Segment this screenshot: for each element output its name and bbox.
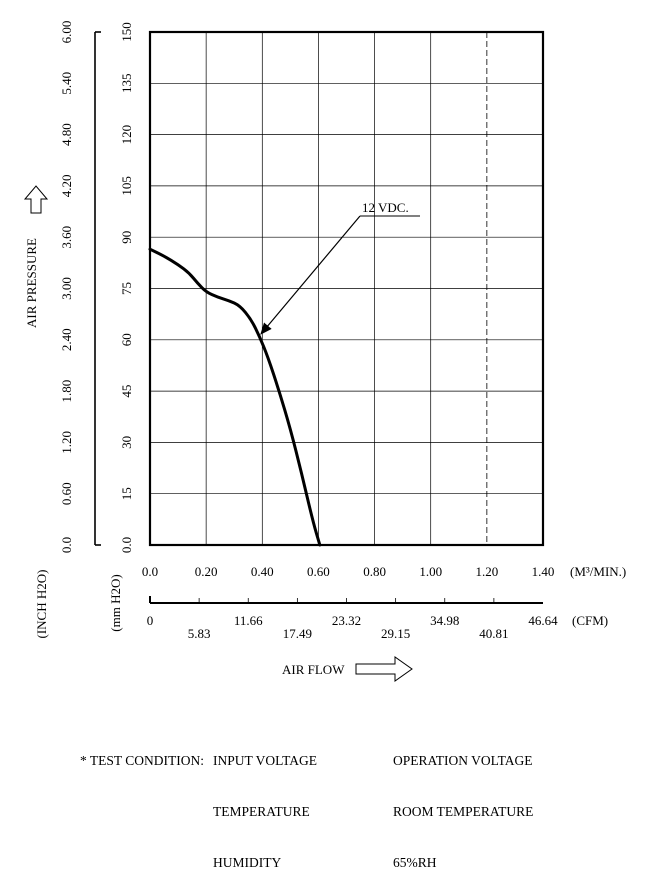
x-tick-label-cfm: 29.15	[381, 626, 410, 641]
y-tick-label-mm: 135	[119, 74, 134, 94]
y-tick-label-mm: 120	[119, 125, 134, 145]
tick-labels: 0.0 0.0 0.60 15 1.20 30 1.80 45 2.40 60 3.00 75 3.60…	[59, 21, 558, 641]
y-tick-label-mm: 0.0	[119, 537, 134, 553]
x-tick-label-cfm: 46.64	[528, 613, 558, 628]
y-tick-label-inch: 2.40	[59, 328, 74, 351]
y-tick-label-mm: 90	[119, 231, 134, 244]
x-tick-label-m3min: 0.80	[363, 564, 386, 579]
x-tick-label-cfm: 23.32	[332, 613, 361, 628]
y-tick-label-inch: 3.00	[59, 277, 74, 300]
y-tick-label-inch: 5.40	[59, 72, 74, 95]
x-tick-label-m3min: 0.40	[251, 564, 274, 579]
y-tick-label-mm: 45	[119, 385, 134, 398]
y-tick-label-inch: 4.80	[59, 123, 74, 146]
fan-pq-chart: 0.0 0.0 0.60 15 1.20 30 1.80 45 2.40 60 3.00 75 3.60…	[23, 21, 626, 682]
x-tick-label-cfm: 17.49	[283, 626, 312, 641]
y-axis-title: AIR PRESSURE	[24, 238, 39, 328]
annotation-arrow	[260, 215, 361, 335]
test-condition-row: HUMIDITY 65%RH	[80, 854, 533, 871]
y-unit-label-inch: (INCH H2O)	[34, 570, 49, 639]
y-tick-label-mm: 30	[119, 436, 134, 449]
test-condition-param: HUMIDITY	[213, 855, 282, 870]
axes	[94, 30, 545, 604]
test-condition-row: * TEST CONDITION: INPUT VOLTAGE OPERATIO…	[80, 752, 533, 769]
x-tick-label-cfm: 40.81	[479, 626, 508, 641]
series-line-12vdc	[148, 247, 322, 547]
series-layer	[148, 247, 322, 547]
x-tick-label-m3min: 1.20	[475, 564, 498, 579]
y-tick-label-inch: 1.80	[59, 380, 74, 403]
test-condition-value: ROOM TEMPERATURE	[393, 804, 534, 819]
y-tick-label-inch: 4.20	[59, 175, 74, 198]
y-unit-label-mm: (mm H2O)	[108, 574, 123, 631]
y-tick-label-mm: 75	[119, 282, 134, 295]
y-tick-label-inch: 0.0	[59, 537, 74, 553]
y-tick-label-inch: 1.20	[59, 431, 74, 454]
x-tick-label-m3min: 1.00	[419, 564, 442, 579]
axis-labels: (M³/MIN.) (CFM) AIR FLOW AIR PRESSURE (INCH …	[23, 185, 626, 682]
annotation-label-12vdc: 12 VDC.	[362, 200, 409, 215]
x-tick-label-m3min: 1.40	[532, 564, 555, 579]
test-condition-block: * TEST CONDITION: INPUT VOLTAGE OPERATIO…	[80, 718, 533, 888]
test-condition-value: 65%RH	[393, 855, 437, 870]
y-tick-label-mm: 105	[119, 176, 134, 196]
test-condition-value: OPERATION VOLTAGE	[393, 753, 533, 768]
x-tick-label-m3min: 0.20	[195, 564, 218, 579]
y-tick-label-inch: 3.60	[59, 226, 74, 249]
x-tick-label-m3min: 0.60	[307, 564, 330, 579]
test-condition-lead: * TEST CONDITION:	[80, 753, 204, 768]
air-flow-arrow-icon	[355, 656, 413, 682]
grid-lines	[150, 32, 543, 545]
y-tick-label-mm: 150	[119, 22, 134, 42]
x-unit-label-cfm: (CFM)	[572, 613, 608, 628]
x-tick-label-m3min: 0.0	[142, 564, 158, 579]
test-condition-param: INPUT VOLTAGE	[213, 753, 318, 768]
plot-frame	[148, 30, 545, 547]
y-tick-label-mm: 60	[119, 333, 134, 346]
y-tick-label-mm: 15	[119, 487, 134, 500]
x-tick-label-cfm: 0	[147, 613, 154, 628]
x-axis-title: AIR FLOW	[282, 662, 345, 677]
y-tick-label-inch: 6.00	[59, 21, 74, 44]
x-unit-label-m3min: (M³/MIN.)	[570, 564, 626, 579]
x-tick-label-cfm: 11.66	[234, 613, 263, 628]
annotation-layer: 12 VDC.	[260, 200, 420, 335]
test-condition-row: TEMPERATURE ROOM TEMPERATURE	[80, 803, 533, 820]
test-condition-param: TEMPERATURE	[213, 804, 310, 819]
y-tick-label-inch: 0.60	[59, 482, 74, 505]
air-pressure-arrow-icon	[23, 185, 49, 214]
x-tick-label-cfm: 34.98	[430, 613, 459, 628]
x-tick-label-cfm: 5.83	[188, 626, 211, 641]
